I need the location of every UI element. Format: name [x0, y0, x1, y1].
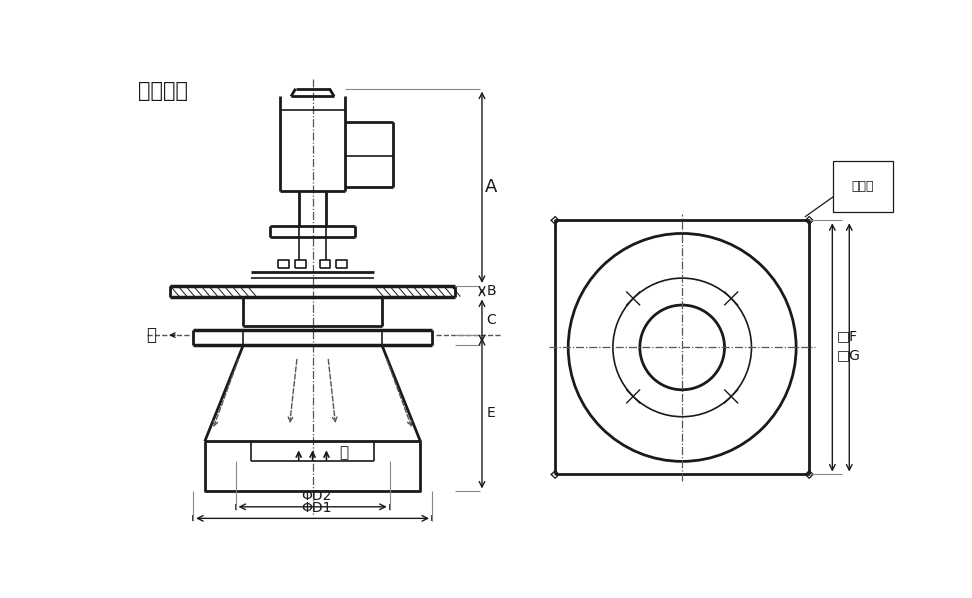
- Text: □G: □G: [837, 348, 861, 362]
- Text: 4-ΦH: 4-ΦH: [851, 169, 884, 182]
- Text: C: C: [486, 313, 496, 328]
- Text: B: B: [486, 284, 496, 298]
- Text: 泡: 泡: [339, 446, 349, 460]
- Text: ΦD2: ΦD2: [301, 489, 331, 503]
- Text: □F: □F: [837, 329, 858, 343]
- Text: ΦD1: ΦD1: [301, 501, 331, 515]
- Text: 安装孔: 安装孔: [851, 180, 874, 193]
- Text: 外观尺寸: 外观尺寸: [138, 81, 188, 101]
- Text: 液: 液: [146, 326, 156, 344]
- Text: E: E: [487, 406, 496, 420]
- Text: A: A: [485, 178, 498, 196]
